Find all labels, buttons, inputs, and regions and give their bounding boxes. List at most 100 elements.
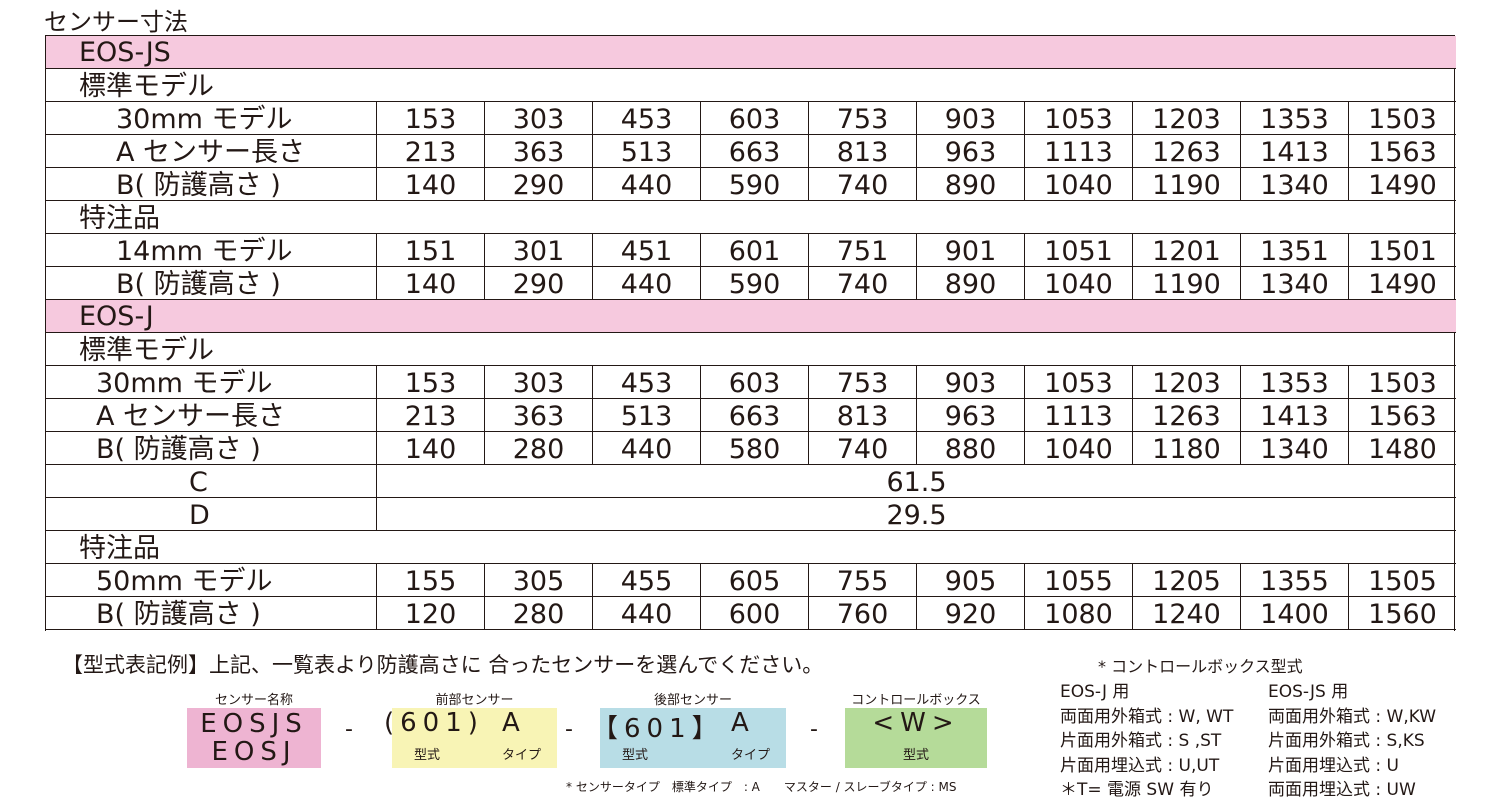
value-cell: 151 <box>376 234 484 267</box>
value-cell: 301 <box>484 234 592 267</box>
value-cell: 813 <box>808 399 916 432</box>
row-label: D <box>189 500 210 531</box>
value-cell: 363 <box>484 135 592 168</box>
option-line: 両面用埋込式 : UW <box>1268 780 1416 800</box>
value-cell: 363 <box>484 399 592 432</box>
separator: - <box>565 717 573 742</box>
value-cell: 1490 <box>1348 168 1456 201</box>
value-cell: 1190 <box>1132 267 1240 300</box>
value-cell: 305 <box>484 564 592 597</box>
code-box: (601) A 型式 タイプ <box>384 708 557 768</box>
row-label: B( 防護高さ ) <box>96 434 261 465</box>
value-cell: 29.5 <box>376 498 1456 531</box>
row-label: A センサー長さ <box>96 401 286 432</box>
option-list: EOS-J 用両面用外箱式 : W, WT 片面用外箱式 : S ,ST 片面用埋込… <box>1060 680 1233 803</box>
sub-label: タイプ <box>502 748 542 763</box>
value-cell: 740 <box>808 267 916 300</box>
value-cell: 603 <box>700 102 808 135</box>
section-name: EOS-JS <box>79 37 171 68</box>
example-heading: 【型式表記例】上記、一覧表より防護高さに 合ったセンサーを選んでください。 <box>62 653 824 677</box>
value-cell: 455 <box>592 564 700 597</box>
value-cell: 813 <box>808 135 916 168</box>
value-cell: 580 <box>700 432 808 465</box>
value-cell: 303 <box>484 366 592 399</box>
value-cell: 1503 <box>1348 366 1456 399</box>
value-cell: 753 <box>808 366 916 399</box>
code-type: A <box>731 708 755 738</box>
value-cell: 740 <box>808 432 916 465</box>
code: (601) <box>384 708 484 738</box>
dimension-table: EOS-JS 標準モデル 30mm モデル 153 303 453 603 753 903 105… <box>45 35 1456 631</box>
value-cell: 1340 <box>1240 432 1348 465</box>
value-cell: 1505 <box>1348 564 1456 597</box>
group-name: 特注品 <box>79 203 160 234</box>
separator: - <box>345 717 353 742</box>
value-cell: 1353 <box>1240 366 1348 399</box>
data-row: 50mm モデル 155 305 455 605 755 905 1055 1205 1355 15… <box>46 564 1456 597</box>
value-cell: 605 <box>700 564 808 597</box>
data-row: B( 防護高さ ) 140 280 440 580 740 880 1040 1180 1340 1… <box>46 432 1456 465</box>
row-label: B( 防護高さ ) <box>116 269 281 300</box>
value-cell: 303 <box>484 102 592 135</box>
code-box: <W> 型式 <box>845 708 987 768</box>
value-cell: 290 <box>484 168 592 201</box>
value-cell: 440 <box>592 267 700 300</box>
value-cell: 1040 <box>1024 432 1132 465</box>
data-row: C 61.5 <box>46 465 1456 498</box>
value-cell: 1180 <box>1132 432 1240 465</box>
value-cell: 963 <box>916 135 1024 168</box>
value-cell: 901 <box>916 234 1024 267</box>
section-row: EOS-JS <box>46 36 1456 69</box>
value-cell: 153 <box>376 366 484 399</box>
value-cell: 1203 <box>1132 366 1240 399</box>
value-cell: 920 <box>916 597 1024 630</box>
value-cell: 603 <box>700 366 808 399</box>
box-label: 前部センサー <box>435 693 514 708</box>
option-line: 両面用外箱式 : W, WT <box>1060 706 1234 727</box>
value-cell: 590 <box>700 267 808 300</box>
value-cell: 590 <box>700 168 808 201</box>
value-cell: 451 <box>592 234 700 267</box>
value-cell: 120 <box>376 597 484 630</box>
value-cell: 1480 <box>1348 432 1456 465</box>
code-box: 【601】 A 型式 タイプ <box>592 708 786 768</box>
value-cell: 1240 <box>1132 597 1240 630</box>
value-cell: 663 <box>700 399 808 432</box>
value-cell: 751 <box>808 234 916 267</box>
value-cell: 600 <box>700 597 808 630</box>
value-cell: 280 <box>484 597 592 630</box>
value-cell: 880 <box>916 432 1024 465</box>
value-cell: 213 <box>376 399 484 432</box>
section-row: EOS-J <box>46 300 1456 333</box>
value-cell: 663 <box>700 135 808 168</box>
value-cell: 1351 <box>1240 234 1348 267</box>
value-cell: 440 <box>592 597 700 630</box>
value-cell: 453 <box>592 366 700 399</box>
separator: - <box>810 717 818 742</box>
value-cell: 905 <box>916 564 1024 597</box>
value-cell: 1113 <box>1024 399 1132 432</box>
value-cell: 513 <box>592 135 700 168</box>
value-cell: 513 <box>592 399 700 432</box>
value-cell: 753 <box>808 102 916 135</box>
value-cell: 1201 <box>1132 234 1240 267</box>
value-cell: 903 <box>916 366 1024 399</box>
value-cell: 61.5 <box>376 465 1456 498</box>
group-name: 特注品 <box>79 533 160 564</box>
option-list: EOS-JS 用両面用外箱式 : W,KW 片面用外箱式 : S,KS 片面用埋込式… <box>1268 680 1436 803</box>
row-label: 14mm モデル <box>116 236 293 267</box>
code-line: EOSJS <box>200 709 308 739</box>
value-cell: 1040 <box>1024 168 1132 201</box>
value-cell: 1400 <box>1240 597 1348 630</box>
value-cell: 140 <box>376 432 484 465</box>
row-label: 30mm モデル <box>116 104 293 135</box>
data-row: 30mm モデル 153 303 453 603 753 903 1053 1203 1353 15… <box>46 102 1456 135</box>
data-row: B( 防護高さ ) 140 290 440 590 740 890 1040 1190 1340 1… <box>46 267 1456 300</box>
code-line: EOSJ <box>211 737 297 767</box>
value-cell: 290 <box>484 267 592 300</box>
value-cell: 1563 <box>1348 135 1456 168</box>
value-cell: 1560 <box>1348 597 1456 630</box>
group-row: 特注品 <box>46 201 1456 234</box>
value-cell: 1263 <box>1132 135 1240 168</box>
